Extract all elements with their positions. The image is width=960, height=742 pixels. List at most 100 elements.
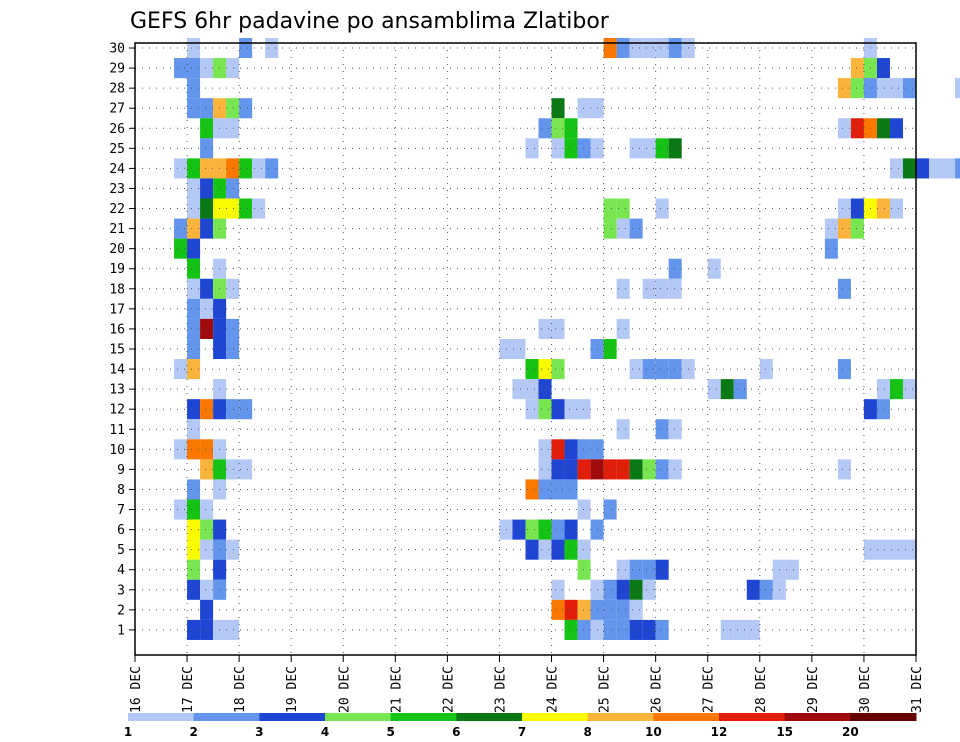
heatmap-cell — [564, 399, 578, 420]
heatmap-cell — [837, 459, 851, 480]
heatmap-cell — [551, 118, 565, 139]
heatmap-cell — [850, 78, 864, 99]
heatmap-cell — [720, 619, 734, 640]
y-tick-label: 7 — [117, 503, 125, 518]
heatmap-cell — [603, 37, 617, 59]
heatmap-cell — [525, 519, 539, 540]
y-tick-label: 11 — [109, 423, 125, 438]
heatmap-cell — [187, 479, 201, 500]
heatmap-cell — [226, 338, 240, 360]
heatmap-cell — [499, 519, 513, 540]
heatmap-cell — [200, 499, 214, 520]
x-tick-label: 26 DEC — [650, 666, 665, 713]
colorbar-swatch — [128, 713, 195, 721]
heatmap-cell — [174, 218, 188, 239]
heatmap-cell — [174, 158, 188, 179]
heatmap-cell — [200, 198, 214, 219]
heatmap-cell — [837, 118, 851, 139]
heatmap-cell — [668, 138, 682, 159]
heatmap-cell — [629, 138, 643, 159]
heatmap-cell — [187, 338, 201, 360]
heatmap-cell — [955, 78, 960, 99]
heatmap-cell — [200, 158, 214, 179]
heatmap-cell — [226, 198, 240, 219]
heatmap-cell — [616, 559, 630, 580]
heatmap-cell — [577, 98, 591, 119]
heatmap-cell — [226, 118, 240, 139]
x-tick-label: 28 DEC — [754, 666, 769, 713]
colorbar-tick-label: 8 — [583, 725, 591, 739]
heatmap-cell — [187, 499, 201, 520]
heatmap-cell — [642, 619, 656, 640]
heatmap-cell — [889, 379, 903, 400]
heatmap-cell — [850, 218, 864, 239]
y-tick-label: 30 — [109, 42, 125, 57]
heatmap-cell — [746, 619, 760, 640]
heatmap-cell — [876, 58, 890, 79]
heatmap-cell — [525, 539, 539, 560]
heatmap-cell — [200, 539, 214, 560]
heatmap-cell — [200, 399, 214, 420]
heatmap-cell — [733, 619, 747, 640]
heatmap-cell — [837, 359, 851, 380]
heatmap-cell — [174, 58, 188, 79]
heatmap-cell — [187, 439, 201, 460]
heatmap-cell — [577, 599, 591, 620]
heatmap-cell — [655, 559, 669, 580]
heatmap-cell — [174, 439, 188, 460]
colorbar-swatch — [390, 713, 457, 721]
heatmap-cell — [629, 579, 643, 600]
heatmap-cell — [200, 118, 214, 139]
heatmap-cell — [942, 158, 956, 179]
heatmap-cell — [551, 579, 565, 600]
heatmap-cell — [876, 379, 890, 400]
heatmap-cell — [668, 419, 682, 440]
heatmap-cell — [174, 359, 188, 380]
heatmap-cell — [538, 539, 552, 560]
heatmap-cell — [525, 479, 539, 500]
x-tick-label: 25 DEC — [598, 666, 613, 713]
y-axis: 1234567891011121314151617181920212223242… — [109, 42, 135, 638]
heatmap-cell — [850, 58, 864, 79]
heatmap-cell — [642, 359, 656, 380]
heatmap-cell — [200, 318, 214, 339]
heatmap-cell — [538, 459, 552, 480]
heatmap-cell — [226, 459, 240, 480]
heatmap-cell — [655, 619, 669, 640]
heatmap-cell — [187, 579, 201, 600]
heatmap-cell — [512, 338, 526, 360]
heatmap-cell — [655, 419, 669, 440]
heatmap-cell — [252, 198, 266, 219]
heatmap-cell — [902, 78, 916, 99]
heatmap-cell — [902, 158, 916, 179]
heatmap-cell — [629, 37, 643, 59]
heatmap-cell — [226, 539, 240, 560]
colorbar-swatch — [193, 713, 260, 721]
heatmap-cell — [499, 338, 513, 360]
heatmap-cell — [174, 499, 188, 520]
heatmap-cell — [239, 459, 253, 480]
heatmap-cell — [629, 359, 643, 380]
heatmap-cell — [538, 519, 552, 540]
heatmap-cell — [200, 178, 214, 199]
y-tick-label: 24 — [109, 162, 125, 177]
heatmap-cell — [187, 278, 201, 299]
colorbar-swatch — [587, 713, 654, 721]
heatmap-cell — [603, 459, 617, 480]
heatmap-cell — [200, 459, 214, 480]
heatmap-cell — [525, 138, 539, 159]
heatmap-cell — [616, 318, 630, 339]
heatmap-cell — [642, 278, 656, 299]
heatmap-cell — [512, 519, 526, 540]
heatmap-cell — [603, 619, 617, 640]
heatmap-cell — [577, 459, 591, 480]
heatmap-cell — [889, 539, 903, 560]
heatmap-cell — [616, 579, 630, 600]
heatmap-cell — [902, 379, 916, 400]
heatmap-cell — [226, 158, 240, 179]
heatmap-cell — [200, 138, 214, 159]
heatmap-cell — [577, 559, 591, 580]
heatmap-cell — [187, 519, 201, 540]
heatmap-cell — [200, 519, 214, 540]
